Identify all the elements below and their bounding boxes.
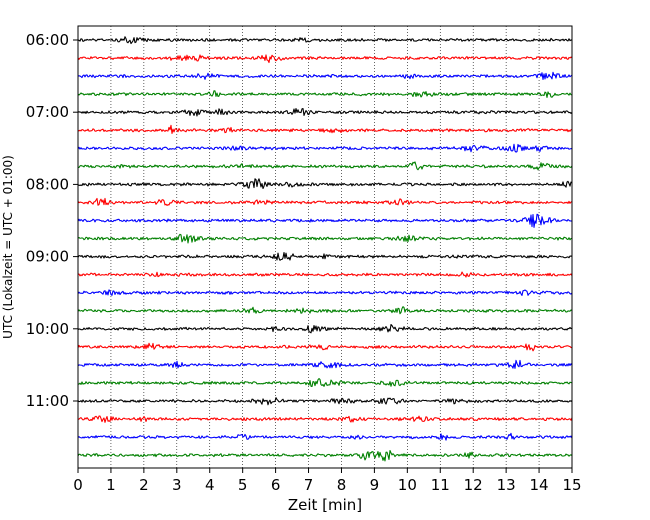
x-tick-label: 1	[106, 476, 116, 494]
trace-0600	[77, 36, 573, 45]
x-axis-ticks: 0 1 2 3 4 5 6 7 8 9 10 11 12 13 14 15	[73, 468, 582, 494]
x-tick-label: 4	[205, 476, 215, 494]
trace-0845	[77, 233, 573, 244]
x-tick-label: 12	[464, 476, 483, 494]
x-tick-label: 6	[271, 476, 281, 494]
x-tick-label: 10	[398, 476, 417, 494]
x-tick-label: 13	[497, 476, 516, 494]
trace-1015	[77, 342, 573, 352]
trace-1115	[77, 415, 573, 423]
x-tick-label: 5	[238, 476, 248, 494]
x-tick-label: 8	[337, 476, 347, 494]
x-tick-label: 14	[530, 476, 549, 494]
trace-0700	[77, 107, 573, 117]
x-tick-label: 15	[562, 476, 581, 494]
y-axis-label: UTC (Lokalzeit = UTC + 01:00)	[1, 155, 15, 339]
trace-1145	[77, 449, 573, 462]
trace-0715	[77, 124, 573, 134]
trace-0830	[77, 213, 573, 228]
trace-0615	[77, 54, 573, 64]
trace-1045	[77, 378, 573, 388]
trace-0800	[77, 178, 573, 190]
trace-0915	[77, 271, 573, 278]
trace-0745	[77, 161, 573, 171]
trace-1130	[77, 432, 573, 441]
y-tick-label: 07:00	[26, 103, 69, 121]
trace-0930	[77, 289, 573, 296]
trace-0815	[77, 197, 573, 206]
x-tick-label: 7	[304, 476, 314, 494]
trace-1000	[77, 324, 573, 334]
trace-0645	[77, 90, 573, 98]
y-tick-label: 06:00	[26, 31, 69, 49]
x-tick-label: 0	[73, 476, 83, 494]
x-tick-label: 11	[431, 476, 450, 494]
trace-1030	[77, 359, 573, 369]
y-tick-label: 09:00	[26, 248, 69, 266]
y-tick-label: 08:00	[26, 175, 69, 193]
x-tick-label: 3	[172, 476, 182, 494]
trace-0945	[77, 306, 573, 315]
trace-0730	[77, 143, 573, 153]
x-tick-label: 2	[139, 476, 149, 494]
y-tick-label: 11:00	[26, 392, 69, 410]
plot-frame	[77, 25, 573, 469]
trace-1100	[77, 397, 573, 406]
trace-0630	[77, 71, 573, 81]
x-tick-label: 9	[370, 476, 380, 494]
trace-0900	[77, 251, 573, 261]
y-axis-ticks: 06:00 07:00 08:00 09:00 10:00 11:00	[26, 31, 78, 410]
y-tick-label: 10:00	[26, 320, 69, 338]
trace-lines	[77, 36, 573, 462]
x-axis-label: Zeit [min]	[288, 496, 362, 514]
